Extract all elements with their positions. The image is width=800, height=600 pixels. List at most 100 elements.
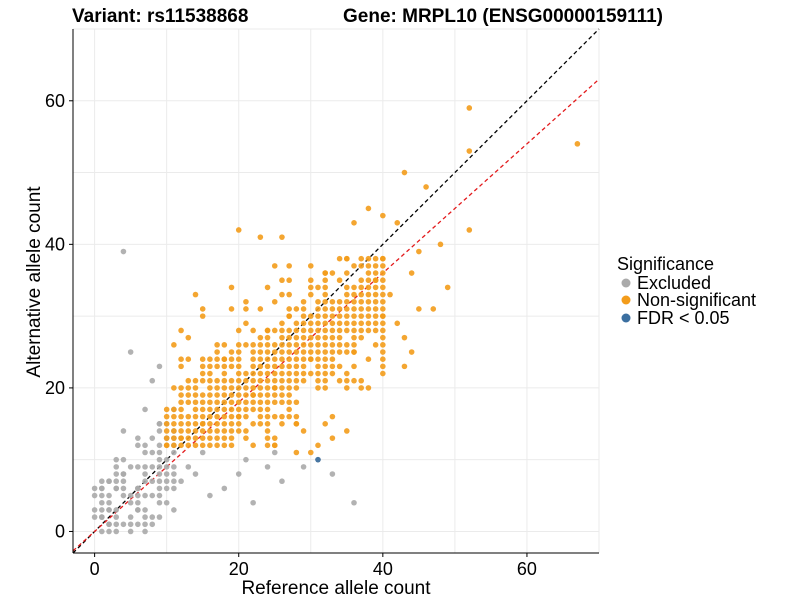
- point-non-significant: [178, 406, 184, 413]
- chart-title-gene: Gene: MRPL10 (ENSG00000159111): [343, 6, 663, 27]
- point-non-significant: [192, 406, 199, 413]
- point-non-significant: [307, 349, 314, 355]
- point-non-significant: [358, 277, 365, 284]
- point-non-significant: [336, 320, 343, 327]
- y-tick-label: 0: [55, 521, 65, 541]
- point-non-significant: [329, 370, 336, 377]
- point-excluded: [149, 449, 156, 456]
- point-non-significant: [250, 327, 256, 334]
- point-non-significant: [293, 327, 300, 334]
- point-fdr: [315, 456, 321, 463]
- point-excluded: [113, 514, 120, 520]
- point-non-significant: [257, 234, 264, 240]
- point-non-significant: [221, 406, 228, 413]
- point-non-significant: [380, 320, 386, 327]
- point-non-significant: [264, 420, 271, 427]
- point-non-significant: [264, 435, 271, 441]
- point-non-significant: [192, 377, 199, 384]
- point-non-significant: [264, 392, 271, 398]
- point-excluded: [127, 528, 134, 535]
- point-non-significant: [279, 327, 285, 334]
- point-excluded: [156, 363, 163, 370]
- point-non-significant: [307, 449, 314, 456]
- y-axis-label: Alternative allele count: [24, 186, 45, 378]
- point-non-significant: [293, 377, 300, 384]
- x-tick-label: 0: [90, 559, 100, 579]
- point-non-significant: [243, 428, 249, 434]
- point-non-significant: [264, 370, 271, 377]
- point-excluded: [351, 499, 357, 506]
- point-non-significant: [214, 356, 220, 362]
- point-excluded: [142, 449, 148, 456]
- point-non-significant: [171, 385, 177, 391]
- point-non-significant: [344, 298, 350, 305]
- point-non-significant: [199, 435, 206, 441]
- point-non-significant: [279, 420, 285, 427]
- point-excluded: [142, 464, 148, 470]
- point-non-significant: [235, 406, 242, 413]
- point-non-significant: [380, 263, 386, 269]
- point-non-significant: [163, 420, 170, 427]
- point-non-significant: [264, 428, 271, 434]
- point-non-significant: [307, 342, 314, 348]
- point-non-significant: [243, 377, 249, 384]
- x-tick-label: 60: [517, 559, 537, 579]
- point-non-significant: [192, 428, 199, 434]
- point-non-significant: [322, 349, 328, 355]
- point-non-significant: [178, 327, 184, 334]
- point-non-significant: [300, 370, 307, 377]
- point-non-significant: [257, 399, 264, 406]
- point-non-significant: [365, 313, 372, 319]
- point-non-significant: [416, 306, 422, 312]
- point-excluded: [149, 435, 156, 441]
- point-non-significant: [315, 284, 321, 291]
- point-non-significant: [336, 313, 343, 319]
- point-non-significant: [329, 356, 336, 362]
- point-excluded: [149, 377, 156, 384]
- point-non-significant: [163, 406, 170, 413]
- point-non-significant: [336, 277, 343, 284]
- point-non-significant: [257, 363, 264, 370]
- point-non-significant: [336, 298, 343, 305]
- point-excluded: [106, 499, 112, 506]
- legend-swatch-excluded: [621, 278, 631, 288]
- point-excluded: [120, 248, 127, 255]
- point-non-significant: [228, 377, 235, 384]
- legend: Significance Excluded Non-significant FD…: [617, 254, 756, 328]
- point-non-significant: [178, 435, 184, 441]
- point-excluded: [300, 464, 307, 470]
- point-non-significant: [171, 342, 177, 348]
- point-non-significant: [329, 342, 336, 348]
- point-non-significant: [279, 385, 285, 391]
- point-non-significant: [257, 377, 264, 384]
- point-non-significant: [279, 370, 285, 377]
- point-non-significant: [307, 327, 314, 334]
- point-non-significant: [315, 370, 321, 377]
- point-excluded: [135, 485, 141, 492]
- point-non-significant: [207, 392, 213, 398]
- point-non-significant: [250, 392, 256, 398]
- point-non-significant: [192, 392, 199, 398]
- point-non-significant: [271, 377, 278, 384]
- point-non-significant: [351, 349, 357, 355]
- point-non-significant: [344, 270, 350, 276]
- point-excluded: [135, 507, 141, 513]
- point-non-significant: [221, 377, 228, 384]
- point-non-significant: [221, 428, 228, 434]
- point-non-significant: [351, 220, 357, 226]
- point-non-significant: [214, 342, 220, 348]
- point-non-significant: [365, 298, 372, 305]
- point-non-significant: [207, 442, 213, 449]
- point-non-significant: [322, 320, 328, 327]
- point-non-significant: [185, 392, 192, 398]
- point-non-significant: [351, 363, 357, 370]
- point-non-significant: [257, 370, 264, 377]
- point-non-significant: [293, 349, 300, 355]
- point-non-significant: [221, 435, 228, 441]
- point-excluded: [120, 428, 127, 434]
- point-excluded: [171, 449, 177, 456]
- point-non-significant: [228, 349, 235, 355]
- point-excluded: [142, 528, 148, 535]
- point-excluded: [142, 442, 148, 449]
- point-non-significant: [221, 413, 228, 420]
